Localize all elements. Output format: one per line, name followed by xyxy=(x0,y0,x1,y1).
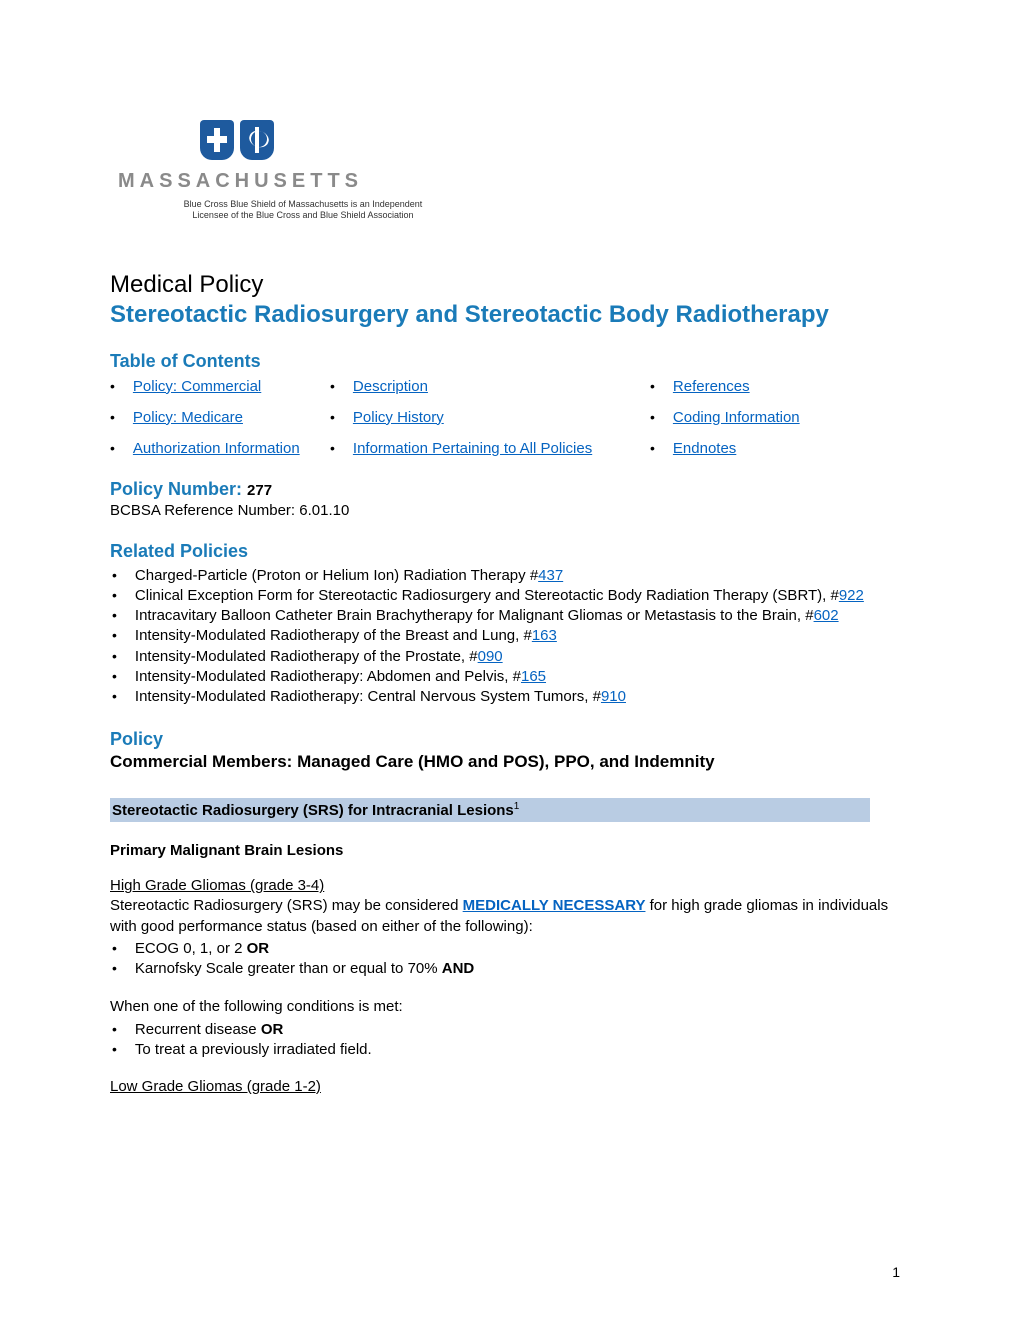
document-type: Medical Policy xyxy=(110,271,910,299)
bullet-icon: • xyxy=(112,939,117,959)
bullet-icon: • xyxy=(112,626,117,646)
performance-status-list: • ECOG 0, 1, or 2 OR • Karnofsky Scale gre… xyxy=(110,939,910,980)
high-grade-paragraph: Stereotactic Radiosurgery (SRS) may be c… xyxy=(110,896,910,937)
bullet-icon: • xyxy=(110,440,115,456)
medically-necessary-link[interactable]: MEDICALLY NECESSARY xyxy=(463,897,646,914)
conditions-list: • Recurrent disease OR • To treat a previo… xyxy=(110,1020,910,1061)
logo-block: MASSACHUSETTS Blue Cross Blue Shield of … xyxy=(110,120,910,221)
page-number: 1 xyxy=(892,1264,900,1280)
bullet-icon: • xyxy=(110,378,115,394)
blue-shield-staff-icon xyxy=(240,120,274,160)
bullet-icon: • xyxy=(112,647,117,667)
toc-link-endnotes[interactable]: Endnotes xyxy=(673,440,736,457)
list-item: • Karnofsky Scale greater than or equal t… xyxy=(110,959,910,979)
bullet-icon: • xyxy=(112,586,117,606)
policy-number-value: 277 xyxy=(247,482,272,499)
related-policy-item: • Intensity-Modulated Radiotherapy of the… xyxy=(110,626,910,646)
blue-cross-shield-icon xyxy=(200,120,234,160)
item-text: To treat a previously irradiated field. xyxy=(135,1041,372,1058)
related-text: Intensity-Modulated Radiotherapy: Centra… xyxy=(135,688,601,705)
item-text: Recurrent disease xyxy=(135,1021,261,1038)
section-band-srs-intracranial: Stereotactic Radiosurgery (SRS) for Intr… xyxy=(110,798,870,822)
related-text: Intracavitary Balloon Catheter Brain Bra… xyxy=(135,607,814,624)
toc-link-policy-history[interactable]: Policy History xyxy=(353,409,444,426)
related-policy-item: • Intracavitary Balloon Catheter Brain Br… xyxy=(110,606,910,626)
table-of-contents: • Policy: Commercial • Description • Refere… xyxy=(110,378,910,457)
related-link[interactable]: 910 xyxy=(601,688,626,705)
bullet-icon: • xyxy=(112,566,117,586)
bullet-icon: • xyxy=(112,959,117,979)
toc-link-coding-information[interactable]: Coding Information xyxy=(673,409,800,426)
related-text: Clinical Exception Form for Stereotactic… xyxy=(135,587,839,604)
brand-subtext: Blue Cross Blue Shield of Massachusetts … xyxy=(138,199,468,221)
bullet-icon: • xyxy=(330,378,335,394)
related-policy-item: • Intensity-Modulated Radiotherapy: Abdom… xyxy=(110,667,910,687)
policy-section: Policy Commercial Members: Managed Care … xyxy=(110,729,910,772)
bullet-icon: • xyxy=(112,687,117,707)
toc-heading: Table of Contents xyxy=(110,351,910,372)
brand-text: MASSACHUSETTS xyxy=(118,170,910,193)
bullet-icon: • xyxy=(650,378,655,394)
brand-sub-line1: Blue Cross Blue Shield of Massachusetts … xyxy=(184,199,423,209)
related-link[interactable]: 922 xyxy=(839,587,864,604)
policy-subheading: Commercial Members: Managed Care (HMO an… xyxy=(110,752,910,772)
item-bold: OR xyxy=(247,940,270,957)
related-link[interactable]: 437 xyxy=(538,567,563,584)
low-grade-gliomas-heading: Low Grade Gliomas (grade 1-2) xyxy=(110,1078,910,1095)
related-policy-item: • Intensity-Modulated Radiotherapy of the… xyxy=(110,647,910,667)
related-text: Charged-Particle (Proton or Helium Ion) … xyxy=(135,567,538,584)
toc-link-references[interactable]: References xyxy=(673,378,750,395)
bullet-icon: • xyxy=(112,1040,117,1060)
list-item: • ECOG 0, 1, or 2 OR xyxy=(110,939,910,959)
item-bold: AND xyxy=(442,960,475,977)
bullet-icon: • xyxy=(330,440,335,456)
toc-link-policy-commercial[interactable]: Policy: Commercial xyxy=(133,378,261,395)
primary-malignant-heading: Primary Malignant Brain Lesions xyxy=(110,842,910,859)
related-policy-item: • Charged-Particle (Proton or Helium Ion)… xyxy=(110,566,910,586)
band-footnote: 1 xyxy=(514,801,520,812)
item-text: Karnofsky Scale greater than or equal to… xyxy=(135,960,442,977)
bullet-icon: • xyxy=(110,409,115,425)
band-text: Stereotactic Radiosurgery (SRS) for Intr… xyxy=(112,802,514,819)
toc-link-information-all-policies[interactable]: Information Pertaining to All Policies xyxy=(353,440,592,457)
related-policy-item: • Clinical Exception Form for Stereotacti… xyxy=(110,586,910,606)
bullet-icon: • xyxy=(650,440,655,456)
logo-shields xyxy=(200,120,910,160)
high-grade-gliomas-heading: High Grade Gliomas (grade 3-4) xyxy=(110,877,910,894)
related-link[interactable]: 602 xyxy=(814,607,839,624)
item-bold: OR xyxy=(261,1021,284,1038)
list-item: • Recurrent disease OR xyxy=(110,1020,910,1040)
bcbsa-reference: BCBSA Reference Number: 6.01.10 xyxy=(110,502,910,519)
bullet-icon: • xyxy=(330,409,335,425)
list-item: • To treat a previously irradiated field. xyxy=(110,1040,910,1060)
related-policies-heading: Related Policies xyxy=(110,541,910,562)
document-title: Stereotactic Radiosurgery and Stereotact… xyxy=(110,301,910,329)
related-link[interactable]: 165 xyxy=(521,668,546,685)
conditions-intro: When one of the following conditions is … xyxy=(110,997,910,1017)
policy-heading: Policy xyxy=(110,729,910,750)
policy-number-line: Policy Number: 277 xyxy=(110,479,910,500)
brand-sub-line2: Licensee of the Blue Cross and Blue Shie… xyxy=(192,210,413,220)
related-text: Intensity-Modulated Radiotherapy: Abdome… xyxy=(135,668,521,685)
bullet-icon: • xyxy=(112,1020,117,1040)
para-text-a: Stereotactic Radiosurgery (SRS) may be c… xyxy=(110,897,463,914)
toc-link-policy-medicare[interactable]: Policy: Medicare xyxy=(133,409,243,426)
bullet-icon: • xyxy=(112,667,117,687)
toc-link-description[interactable]: Description xyxy=(353,378,428,395)
bullet-icon: • xyxy=(650,409,655,425)
related-policy-item: • Intensity-Modulated Radiotherapy: Centr… xyxy=(110,687,910,707)
related-text: Intensity-Modulated Radiotherapy of the … xyxy=(135,648,478,665)
toc-link-authorization-information[interactable]: Authorization Information xyxy=(133,440,300,457)
item-text: ECOG 0, 1, or 2 xyxy=(135,940,247,957)
related-text: Intensity-Modulated Radiotherapy of the … xyxy=(135,627,532,644)
bullet-icon: • xyxy=(112,606,117,626)
related-link[interactable]: 090 xyxy=(478,648,503,665)
policy-number-label: Policy Number: xyxy=(110,479,247,499)
related-policies-list: • Charged-Particle (Proton or Helium Ion)… xyxy=(110,566,910,708)
related-link[interactable]: 163 xyxy=(532,627,557,644)
